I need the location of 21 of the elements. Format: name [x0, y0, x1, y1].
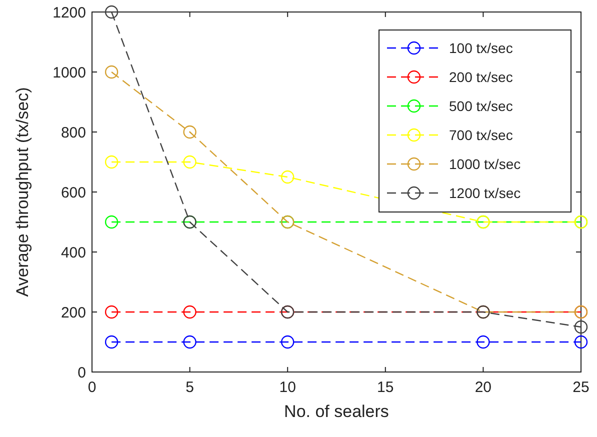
- legend-label: 700 tx/sec: [449, 126, 513, 143]
- legend-label: 1200 tx/sec: [449, 184, 521, 201]
- y-tick-label: 1000: [52, 64, 86, 82]
- x-tick-label: 15: [377, 379, 394, 396]
- y-axis-title: Average throughput (tx/sec): [13, 87, 32, 297]
- x-tick-label: 20: [474, 379, 492, 396]
- y-tick-label: 200: [60, 304, 86, 322]
- x-tick-label: 5: [186, 379, 194, 396]
- legend-label: 1000 tx/sec: [449, 156, 521, 172]
- y-tick-label: 400: [60, 244, 86, 262]
- x-axis-title: No. of sealers: [284, 402, 389, 421]
- legend-label: 200 tx/sec: [449, 68, 513, 85]
- y-tick-label: 600: [60, 184, 86, 202]
- y-tick-label: 800: [60, 124, 86, 142]
- legend-label: 100 tx/sec: [449, 40, 513, 56]
- legend-label: 500 tx/sec: [449, 98, 513, 114]
- y-tick-label: 1200: [52, 4, 86, 22]
- x-tick-label: 25: [572, 379, 590, 396]
- x-tick-label: 0: [88, 379, 96, 396]
- y-tick-label: 0: [78, 364, 86, 382]
- x-tick-label: 10: [279, 379, 296, 396]
